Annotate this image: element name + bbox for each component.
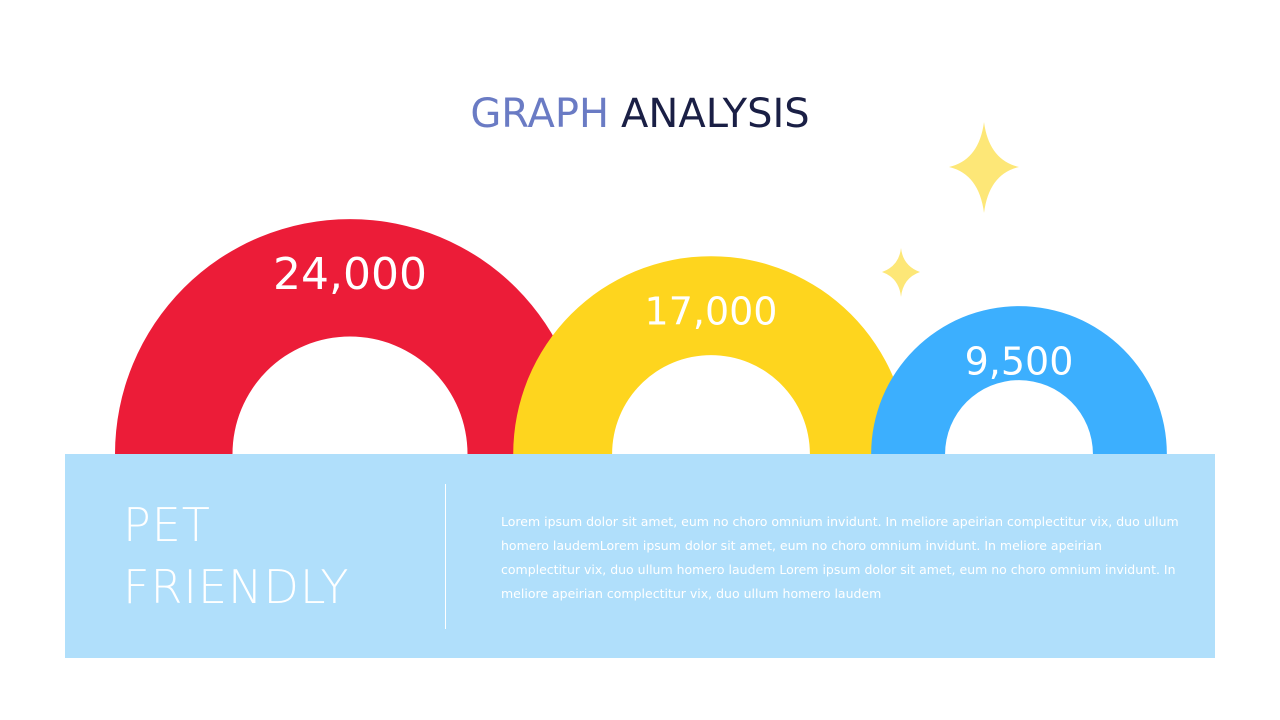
arc xyxy=(513,256,909,454)
panel-body: Lorem ipsum dolor sit amet, eum no choro… xyxy=(501,514,1179,601)
heading-line: PET xyxy=(123,498,211,552)
info-panel: PET FRIENDLY Lorem ipsum dolor sit amet,… xyxy=(65,454,1215,658)
value-label: 17,000 xyxy=(645,290,778,334)
title-accent: GRAPH xyxy=(470,91,609,137)
panel-heading: PET FRIENDLY xyxy=(123,494,350,618)
value-label: 24,000 xyxy=(273,249,427,300)
chart-title: GRAPH ANALYSIS xyxy=(470,91,809,137)
heading-line: FRIENDLY xyxy=(123,560,350,614)
arc xyxy=(871,306,1167,454)
arc xyxy=(115,219,585,454)
value-label: 9,500 xyxy=(965,340,1074,384)
divider xyxy=(445,484,446,629)
arcs: 24,000 17,000 9,500 xyxy=(115,219,1167,454)
title-main: ANALYSIS xyxy=(621,91,810,137)
star xyxy=(949,122,1019,213)
star xyxy=(882,248,920,297)
